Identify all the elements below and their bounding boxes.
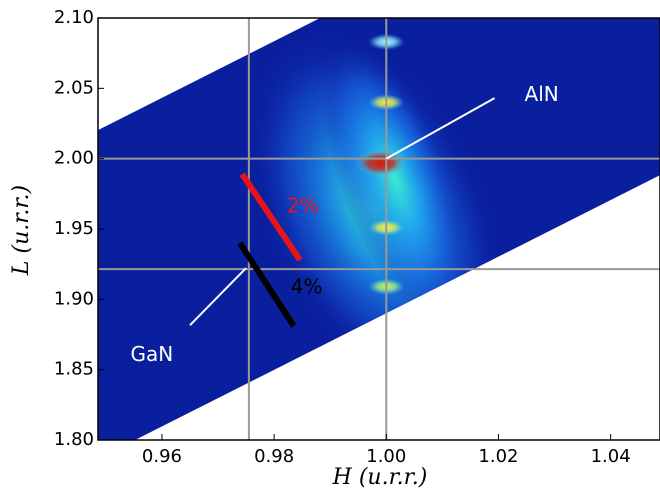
x-axis-label: H (u.r.r.) (332, 465, 428, 490)
x-tick-label: 1.02 (478, 446, 518, 467)
y-tick-label: 1.90 (54, 288, 94, 309)
strain-line (237, 241, 297, 328)
y-axis-label: L (u.r.r.) (9, 185, 34, 276)
annotation-pointer (385, 97, 496, 160)
peak (354, 148, 407, 177)
y-tick-label: 2.10 (54, 7, 94, 28)
x-tick-label: 1.00 (366, 446, 406, 467)
annotation-pointer (189, 267, 247, 326)
glow (322, 37, 468, 323)
strain-label: 2% (287, 194, 319, 218)
y-tick-label: 1.95 (54, 218, 94, 239)
plot-area: 2% 4% AlN GaN (98, 18, 660, 440)
x-tick-label: 0.98 (254, 446, 294, 467)
annotation-label: GaN (130, 342, 173, 366)
y-tick-label: 1.80 (54, 429, 94, 450)
annotation-label: AlN (525, 82, 559, 106)
strain-label: 4% (291, 275, 323, 299)
map-glow (246, 31, 504, 389)
y-tick-label: 2.05 (54, 77, 94, 98)
y-tick-label: 1.85 (54, 359, 94, 380)
strain-line (239, 172, 303, 262)
y-tick-label: 2.00 (54, 148, 94, 169)
x-tick-label: 1.04 (591, 446, 631, 467)
x-tick-label: 0.96 (142, 446, 182, 467)
